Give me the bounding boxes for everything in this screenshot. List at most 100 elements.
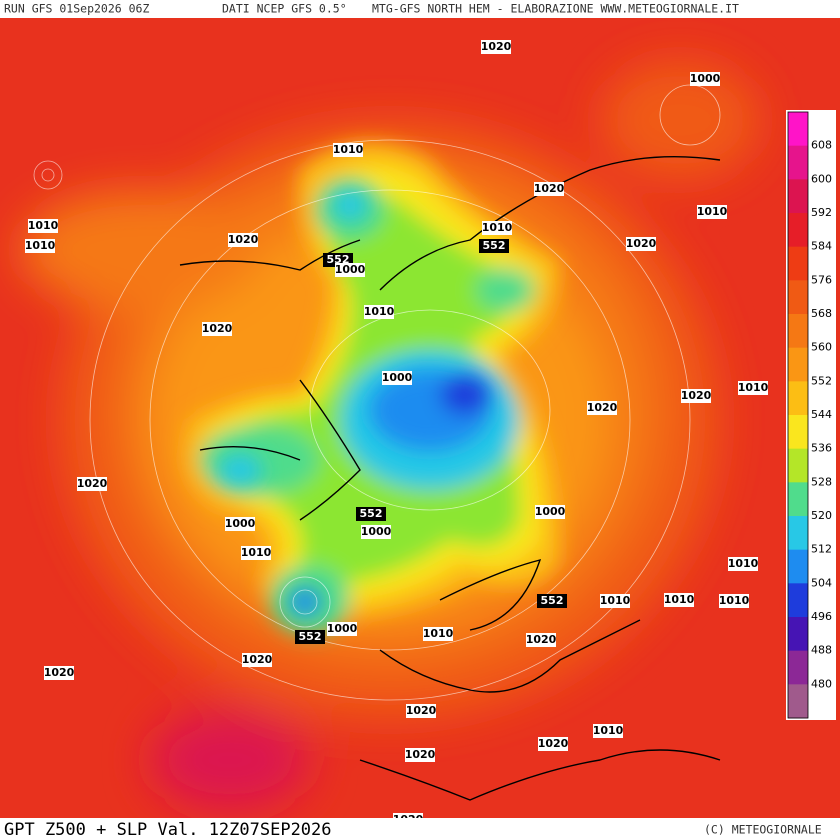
legend-swatch [788, 482, 808, 517]
contour-label-box [537, 594, 567, 608]
contour-label-box [479, 239, 509, 253]
legend-swatch [788, 617, 808, 652]
legend-swatch [788, 280, 808, 315]
legend-label: 544 [811, 408, 832, 421]
contour-label-box [538, 737, 568, 751]
contour-label-box [327, 622, 357, 636]
contour-label: 1000 [225, 517, 256, 530]
contour-label-box [526, 633, 556, 647]
footer-bar [0, 818, 840, 840]
legend-swatch [788, 381, 808, 416]
contour-label: 1020 [77, 477, 108, 490]
legend-swatch [788, 213, 808, 248]
contour-label: 1010 [333, 143, 364, 156]
legend-swatch [788, 549, 808, 584]
legend-label: 552 [811, 374, 832, 387]
contour-label-box [333, 143, 363, 157]
legend-label: 528 [811, 475, 832, 488]
field [0, 18, 840, 818]
contour-label-box [44, 666, 74, 680]
credit: (C) METEOGIORNALE [704, 823, 822, 837]
contour-label: 1010 [423, 627, 454, 640]
legend-swatch [788, 516, 808, 551]
header-bar [0, 0, 840, 18]
contour-label: 1010 [482, 221, 513, 234]
contour-label-box [738, 381, 768, 395]
contour-label-box [361, 525, 391, 539]
contour-label: 1010 [664, 593, 695, 606]
contour-label-box [225, 517, 255, 531]
contour-label-box [481, 40, 511, 54]
contour-label: 1020 [534, 182, 565, 195]
legend-label: 520 [811, 509, 832, 522]
legend-swatch [788, 112, 808, 147]
contour-label: 1020 [406, 704, 437, 717]
contour-label: 1000 [361, 525, 392, 538]
legend-swatch [788, 650, 808, 685]
contour-label: 1000 [335, 263, 366, 276]
contour-label: 1000 [690, 72, 721, 85]
contour-label-box [364, 305, 394, 319]
contour-label-box [690, 72, 720, 86]
contour-label-box [356, 507, 386, 521]
source-label: DATI NCEP GFS 0.5° [222, 2, 347, 16]
legend-swatch [788, 583, 808, 618]
contour-label-box [382, 371, 412, 385]
contour-label: 552 [541, 594, 564, 607]
contour-label-box [534, 182, 564, 196]
legend-label: 504 [811, 576, 832, 589]
legend-label: 480 [811, 677, 832, 690]
contour-label-box [335, 263, 365, 277]
contour-label: 1010 [241, 546, 272, 559]
contour-label-box [295, 630, 325, 644]
footer-title: GPT Z500 + SLP Val. 12Z07SEP2026 [4, 820, 332, 840]
contour-label-box [593, 724, 623, 738]
contour-label-box [228, 233, 258, 247]
contour-label: 1020 [626, 237, 657, 250]
legend-label: 536 [811, 442, 832, 455]
contour-label-box [626, 237, 656, 251]
legend-label: 584 [811, 240, 832, 253]
contour-label: 1010 [738, 381, 769, 394]
legend-label: 608 [811, 139, 832, 152]
contour-label-box [482, 221, 512, 235]
contour-label: 552 [327, 253, 350, 266]
contour-label: 1020 [405, 748, 436, 761]
legend-swatch [788, 145, 808, 180]
legend-label: 576 [811, 273, 832, 286]
contour-label: 1020 [242, 653, 273, 666]
contour-label: 1020 [526, 633, 557, 646]
contour-label: 552 [360, 507, 383, 520]
contour-label: 1010 [593, 724, 624, 737]
contour-label: 1010 [25, 239, 56, 252]
contour-label-box [535, 505, 565, 519]
contour-label: 1000 [382, 371, 413, 384]
legend-label: 512 [811, 543, 832, 556]
contour-label-box [681, 389, 711, 403]
contour-labels: 1020 1000 1010 1020 1010 1010 1010 1020 1010 552 5… [25, 40, 769, 827]
contour-label: 1020 [202, 322, 233, 335]
contour-label-box [423, 627, 453, 641]
contour-label: 1000 [327, 622, 358, 635]
contour-label: 1000 [535, 505, 566, 518]
product-label: MTG-GFS NORTH HEM - ELABORAZIONE WWW.MET… [372, 2, 739, 16]
legend-label: 488 [811, 644, 832, 657]
contour-label-box [77, 477, 107, 491]
contour-label: 552 [483, 239, 506, 252]
isobars [33, 84, 721, 701]
contour-label-box [664, 593, 694, 607]
contour-label-box [728, 557, 758, 571]
legend-label: 592 [811, 206, 832, 219]
contour-label-box [25, 239, 55, 253]
color-legend: 608 600 592 584 576 568 560 552 544 536 528 520 512 5… [786, 110, 836, 720]
contour-label: 1010 [728, 557, 759, 570]
contour-label: 1020 [44, 666, 75, 679]
contour-label-box [242, 653, 272, 667]
legend-swatch [788, 415, 808, 450]
contour-label: 1010 [600, 594, 631, 607]
contour-label-box [406, 704, 436, 718]
contour-label: 1020 [481, 40, 512, 53]
contour-label: 1010 [28, 219, 59, 232]
contour-label-box [697, 205, 727, 219]
